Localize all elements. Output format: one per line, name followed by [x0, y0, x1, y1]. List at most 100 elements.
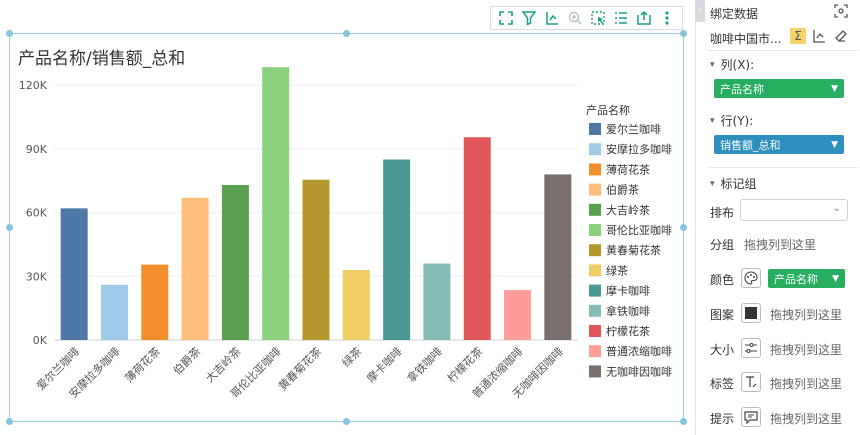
bar[interactable]: [141, 264, 169, 340]
caret-down-icon: ▼: [831, 139, 838, 150]
text-tag-icon[interactable]: [741, 372, 761, 392]
pattern-icon[interactable]: [741, 303, 761, 323]
tooltip-drop-hint[interactable]: 拖拽列到这里: [770, 412, 843, 426]
bar[interactable]: [544, 174, 572, 340]
more-icon[interactable]: [658, 9, 676, 27]
legend-item[interactable]: 拿铁咖啡: [606, 304, 650, 318]
resize-handle-mr[interactable]: [680, 224, 687, 231]
x-tick-label: 绿茶: [339, 344, 364, 369]
dataset-name[interactable]: 咖啡中国市...: [710, 32, 782, 46]
resize-handle-tr[interactable]: [680, 30, 687, 37]
legend-swatch: [589, 183, 601, 196]
y-axis: 0K 30K 60K 90K 120K: [19, 79, 48, 347]
axis-swap-icon[interactable]: [812, 29, 826, 46]
group-drop-hint[interactable]: 拖拽列到这里: [744, 238, 817, 252]
x-tick-label: 拿铁咖啡: [404, 344, 445, 385]
resize-handle-bm[interactable]: [343, 418, 350, 425]
column-label: 列(X):: [720, 58, 755, 72]
column-field-pill[interactable]: 产品名称 ▼: [714, 79, 844, 98]
legend-item[interactable]: 摩卡咖啡: [606, 284, 650, 298]
bars: [60, 67, 572, 340]
x-tick-label: 伯爵茶: [170, 344, 203, 377]
y-tick-label: 0K: [33, 334, 48, 347]
chart-title: 产品名称/销售额_总和: [18, 49, 186, 69]
bar[interactable]: [463, 137, 491, 340]
x-tick-label: 黄春菊花茶: [275, 344, 324, 393]
chevron-down-icon: ⌄: [832, 203, 841, 214]
legend-item[interactable]: 黄春菊花茶: [606, 243, 661, 257]
row-field-pill[interactable]: 销售额_总和 ▼: [714, 135, 844, 154]
size-label: 大小: [710, 343, 735, 357]
legend-item[interactable]: 伯爵茶: [606, 183, 639, 197]
x-tick-label: 大吉岭茶: [202, 344, 243, 385]
legend-item[interactable]: 薄荷花茶: [606, 162, 650, 176]
arrange-select[interactable]: ⌄: [740, 199, 848, 221]
legend-swatch: [589, 163, 601, 176]
bar[interactable]: [60, 208, 88, 340]
zoom-icon[interactable]: [566, 9, 584, 27]
export-icon[interactable]: [635, 9, 653, 27]
tooltip-label: 提示: [710, 412, 735, 426]
filter-icon[interactable]: [520, 9, 538, 27]
chart-frame[interactable]: [9, 33, 684, 422]
tag-drop-hint[interactable]: 拖拽列到这里: [770, 377, 843, 391]
marks-section[interactable]: ▾ 标记组: [710, 175, 757, 192]
row-field-label: 销售额_总和: [720, 138, 781, 152]
legend-swatch: [589, 264, 601, 277]
pattern-drop-hint[interactable]: 拖拽列到这里: [770, 308, 843, 322]
column-field-label: 产品名称: [720, 82, 764, 96]
x-tick-label: 摩卡咖啡: [364, 344, 405, 385]
bar[interactable]: [100, 284, 128, 340]
legend: 产品名称 爱尔兰咖啡安摩拉多咖啡薄荷花茶伯爵茶大吉岭茶哥伦比亚咖啡黄春菊花茶绿茶…: [586, 103, 672, 378]
panel-collapse-toggle[interactable]: ›: [695, 0, 705, 22]
legend-item[interactable]: 大吉岭茶: [606, 203, 650, 217]
resize-handle-ml[interactable]: [6, 224, 13, 231]
list-icon[interactable]: [612, 9, 630, 27]
legend-swatch: [589, 203, 601, 216]
chevron-down-icon: ▾: [710, 178, 715, 189]
resize-handle-br[interactable]: [680, 418, 687, 425]
drill-icon[interactable]: [543, 9, 561, 27]
chart-canvas: 产品名称/销售额_总和 0K 30K 60K 90K 120K 爱: [6, 6, 687, 425]
row-section[interactable]: ▾ 行(Y):: [710, 112, 753, 129]
sum-icon[interactable]: Σ: [790, 28, 806, 44]
legend-item[interactable]: 绿茶: [606, 263, 628, 277]
bar[interactable]: [181, 197, 209, 340]
bar[interactable]: [423, 263, 451, 340]
size-drop-hint[interactable]: 拖拽列到这里: [770, 343, 843, 357]
resize-handle-bl[interactable]: [6, 418, 13, 425]
legend-swatch: [589, 143, 601, 156]
legend-swatch: [589, 365, 601, 378]
palette-icon[interactable]: [741, 268, 761, 288]
tooltip-icon[interactable]: [741, 407, 761, 427]
x-tick-label: 柠檬花茶: [444, 344, 485, 385]
y-tick-label: 30K: [26, 270, 48, 283]
legend-item[interactable]: 无咖啡因咖啡: [606, 364, 672, 378]
select-icon[interactable]: [589, 9, 607, 27]
legend-item[interactable]: 爱尔兰咖啡: [606, 122, 661, 136]
bar[interactable]: [504, 290, 532, 340]
color-field-pill[interactable]: 产品名称 ▼: [768, 269, 845, 288]
y-tick-label: 60K: [26, 207, 48, 220]
bar[interactable]: [383, 159, 411, 340]
color-field-label: 产品名称: [774, 272, 818, 286]
color-label: 颜色: [710, 273, 735, 287]
expand-icon[interactable]: [497, 9, 515, 27]
bar[interactable]: [262, 67, 290, 340]
legend-swatch: [589, 304, 601, 317]
bar[interactable]: [302, 179, 330, 340]
settings-icon[interactable]: [833, 3, 849, 22]
resize-handle-tl[interactable]: [6, 30, 13, 37]
panel-title: 绑定数据: [710, 7, 759, 21]
size-icon[interactable]: [741, 338, 761, 358]
bar[interactable]: [221, 185, 249, 340]
bar[interactable]: [342, 269, 370, 340]
legend-item[interactable]: 安摩拉多咖啡: [606, 142, 672, 156]
resize-handle-tm[interactable]: [343, 30, 350, 37]
eraser-icon[interactable]: [834, 29, 848, 46]
column-section[interactable]: ▾ 列(X):: [710, 56, 754, 73]
legend-item[interactable]: 普通浓缩咖啡: [606, 344, 672, 358]
legend-item[interactable]: 柠檬花茶: [606, 324, 650, 338]
legend-item[interactable]: 哥伦比亚咖啡: [606, 223, 672, 237]
